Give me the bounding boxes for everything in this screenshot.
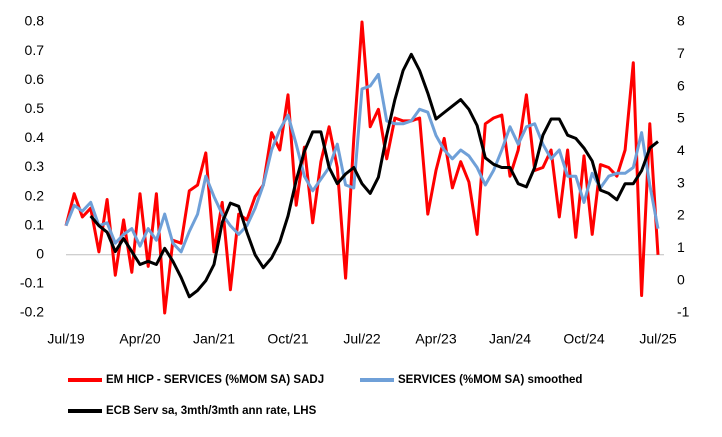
- y2-tick-label: 0: [677, 271, 685, 287]
- y2-tick-label: 6: [677, 77, 685, 93]
- y-tick-label: 0.5: [25, 100, 45, 116]
- x-tick-label: Apr/23: [415, 331, 456, 347]
- y-tick-label: 0.4: [25, 129, 45, 145]
- y-tick-label: -0.1: [20, 275, 44, 291]
- y-tick-label: 0.3: [25, 158, 45, 174]
- y2-tick-label: 4: [677, 142, 685, 158]
- y2-tick-label: 3: [677, 174, 685, 190]
- x-tick-label: Jul/22: [343, 331, 381, 347]
- x-tick-label: Apr/20: [119, 331, 160, 347]
- y-tick-label: 0.6: [25, 71, 45, 87]
- y-tick-label: 0.2: [25, 187, 45, 203]
- legend-label: SERVICES (%MOM SA) smoothed: [398, 374, 582, 386]
- y-tick-label: 0.1: [25, 216, 45, 232]
- y2-tick-label: 7: [677, 45, 685, 61]
- y2-tick-label: -1: [677, 304, 690, 320]
- series-line: [89, 52, 659, 299]
- series-line: [64, 20, 660, 315]
- y-tick-label: 0.8: [25, 13, 45, 29]
- x-tick-label: Jan/24: [489, 331, 531, 347]
- y-tick-label: -0.2: [20, 304, 44, 320]
- x-tick-label: Oct/24: [563, 331, 604, 347]
- y-tick-label: 0.7: [25, 42, 45, 58]
- x-tick-label: Jul/19: [47, 331, 85, 347]
- legend-label: ECB Serv sa, 3mth/3mth ann rate, LHS: [106, 405, 317, 417]
- series-line: [64, 72, 660, 254]
- y2-tick-label: 5: [677, 110, 685, 126]
- y2-tick-label: 8: [677, 13, 685, 29]
- x-tick-label: Jul/25: [639, 331, 677, 347]
- x-tick-label: Oct/21: [267, 331, 308, 347]
- y-tick-label: 0: [36, 246, 44, 262]
- y2-tick-label: 1: [677, 239, 685, 255]
- x-tick-label: Jan/21: [193, 331, 235, 347]
- legend-label: EM HICP - SERVICES (%MOM SA) SADJ: [106, 374, 324, 386]
- y2-tick-label: 2: [677, 207, 685, 223]
